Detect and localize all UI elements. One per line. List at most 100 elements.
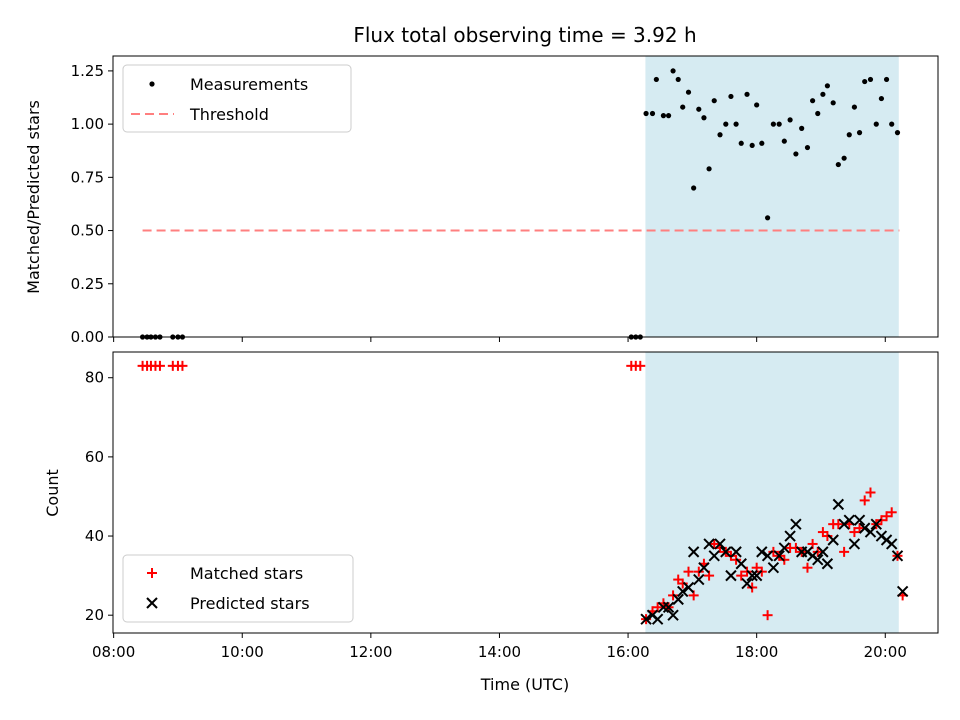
measurement-point — [670, 68, 676, 74]
measurement-point — [810, 98, 816, 104]
measurement-points — [139, 68, 901, 340]
top-observing-span — [645, 56, 899, 337]
predicted-star-point — [756, 546, 768, 558]
y-tick-label: 60 — [85, 448, 104, 466]
matched-star-point — [802, 562, 813, 573]
matched-star-point — [677, 578, 688, 589]
predicted-star-point — [730, 546, 742, 558]
measurement-point — [759, 140, 765, 146]
measurement-point — [862, 78, 868, 85]
measurement-point — [781, 138, 787, 144]
predicted-star-points — [640, 498, 909, 625]
predicted-star-point — [667, 609, 679, 621]
predicted-star-point — [720, 546, 732, 558]
predicted-star-point — [750, 569, 763, 582]
measurement-point — [856, 130, 863, 136]
predicted-star-point — [773, 550, 785, 562]
matched-star-point — [849, 527, 860, 538]
measurement-point — [793, 151, 799, 157]
predicted-star-point — [832, 498, 845, 511]
x-tick-label: 18:00 — [735, 643, 778, 661]
y-tick-label: 40 — [85, 527, 104, 545]
measurement-point — [649, 110, 656, 117]
matched-star-point — [762, 610, 773, 621]
measurement-point — [846, 132, 852, 138]
matched-star-point — [859, 495, 870, 506]
predicted-star-point — [827, 534, 839, 546]
matched-star-point — [790, 542, 801, 553]
matched-star-point — [865, 487, 876, 498]
predicted-star-point — [735, 558, 747, 570]
predicted-star-point — [885, 538, 898, 550]
x-tick-label: 14:00 — [478, 643, 521, 661]
predicted-star-point — [790, 518, 802, 530]
predicted-star-point — [821, 558, 834, 570]
legend-measurements-label: Measurements — [190, 75, 308, 94]
legend-predicted-label: Predicted stars — [190, 594, 310, 613]
matched-star-point — [736, 570, 747, 581]
legend-matched-marker — [147, 568, 157, 578]
measurement-point — [717, 132, 723, 138]
measurement-point — [815, 110, 821, 117]
measurement-point — [685, 89, 692, 95]
legend-measurements-marker — [149, 81, 155, 87]
measurement-point — [643, 110, 649, 117]
predicted-star-point — [858, 522, 871, 534]
predicted-star-point — [761, 550, 774, 562]
bottom-y-ticks: 20 40 60 80 — [85, 369, 113, 624]
predicted-star-point — [651, 613, 664, 625]
measurement-point — [728, 93, 734, 100]
measurement-point — [706, 166, 712, 172]
measurement-point — [804, 144, 811, 151]
top-legend: Measurements Threshold — [122, 64, 352, 133]
measurement-point — [851, 104, 858, 110]
x-tick-label: 16:00 — [606, 643, 649, 661]
matched-star-points — [137, 360, 908, 625]
measurement-point — [701, 115, 707, 121]
measurement-point — [894, 130, 901, 136]
predicted-star-point — [693, 573, 705, 586]
predicted-star-point — [657, 601, 670, 613]
x-tick-label: 08:00 — [92, 643, 135, 661]
bottom-x-ticks: 08:00 10:00 12:00 14:00 16:00 18:00 20:00 — [92, 633, 907, 661]
measurement-point — [878, 95, 885, 102]
matched-star-point — [822, 531, 833, 542]
chart-title: Flux total observing time = 3.92 h — [353, 23, 696, 47]
predicted-star-point — [870, 518, 882, 530]
matched-star-point — [709, 538, 720, 549]
measurement-point — [749, 142, 755, 149]
predicted-star-point — [746, 569, 758, 582]
measurement-point — [711, 98, 717, 104]
predicted-star-point — [778, 542, 791, 554]
predicted-star-point — [741, 577, 753, 590]
measurement-point — [675, 76, 681, 83]
measurement-point — [691, 185, 697, 191]
bottom-panel: 20 40 60 80 08:00 10:00 12:00 14:00 16:00 18:00 2… — [43, 351, 939, 694]
predicted-star-point — [662, 601, 675, 613]
predicted-star-point — [640, 613, 652, 625]
measurement-point — [733, 121, 739, 127]
measurement-point — [696, 106, 702, 112]
bottom-legend-box — [122, 554, 354, 623]
x-tick-label: 20:00 — [864, 643, 907, 661]
measurement-point — [883, 76, 890, 83]
predicted-star-point — [698, 561, 710, 574]
measurement-point — [820, 91, 826, 97]
matched-star-point — [881, 511, 892, 522]
top-y-axis-label: Matched/Predicted stars — [24, 100, 43, 294]
matched-star-point — [154, 360, 165, 371]
predicted-star-point — [853, 514, 866, 526]
x-tick-label: 10:00 — [221, 643, 264, 661]
measurement-point — [770, 121, 776, 127]
predicted-star-point — [677, 585, 689, 598]
predicted-star-point — [843, 514, 855, 526]
x-axis-label: Time (UTC) — [480, 675, 569, 694]
legend-matched-plus — [147, 568, 157, 578]
y-tick-label: 80 — [85, 369, 104, 387]
y-tick-label: 1.25 — [71, 62, 104, 80]
measurement-point — [835, 161, 841, 168]
predicted-star-point — [708, 550, 720, 562]
predicted-star-point — [896, 585, 909, 598]
legend-matched-label: Matched stars — [190, 564, 303, 583]
measurement-point — [824, 83, 830, 89]
